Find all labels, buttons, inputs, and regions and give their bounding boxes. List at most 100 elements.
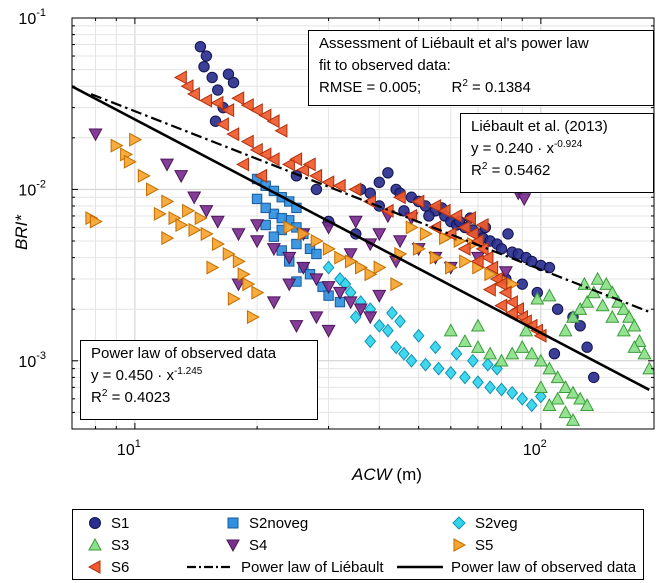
point-s2veg xyxy=(481,357,494,372)
point-s4 xyxy=(266,243,281,257)
point-s5 xyxy=(297,226,311,241)
series-s2veg xyxy=(322,260,547,413)
point-s6 xyxy=(504,295,518,310)
point-s4 xyxy=(309,273,324,287)
point-s3 xyxy=(519,323,534,337)
point-s4 xyxy=(266,296,281,310)
point-s6 xyxy=(215,117,229,132)
x-tick-label: 101 xyxy=(117,438,141,459)
point-s3 xyxy=(622,309,637,323)
x-axis-label-unit: (m) xyxy=(396,465,422,484)
point-s1 xyxy=(227,76,240,89)
point-s5 xyxy=(344,254,358,269)
point-s3 xyxy=(590,271,605,285)
point-s5 xyxy=(322,241,336,256)
observed-r2-exp: 2 xyxy=(101,388,108,399)
x-axis-label: ACW (m) xyxy=(352,465,422,485)
point-s6 xyxy=(240,134,254,149)
point-s3 xyxy=(558,380,573,394)
point-s3 xyxy=(470,318,485,332)
series-s3 xyxy=(443,271,654,426)
point-s5 xyxy=(419,226,433,241)
liebault-r2-value: = 0.5462 xyxy=(487,162,551,179)
legend-line-liebault xyxy=(187,565,233,569)
point-s2noveg xyxy=(260,202,271,214)
legend-label-observed-line: Power law of observed data xyxy=(451,558,637,576)
point-s2veg xyxy=(432,361,445,376)
point-s6 xyxy=(274,123,288,138)
point-s2veg xyxy=(534,389,547,404)
legend-line-observed xyxy=(397,565,443,569)
point-s6 xyxy=(462,211,476,226)
point-s5 xyxy=(459,254,473,269)
point-s3 xyxy=(632,334,647,347)
point-s5 xyxy=(373,260,387,275)
point-s5 xyxy=(222,246,236,262)
point-s3 xyxy=(533,380,548,394)
point-s5 xyxy=(188,222,202,237)
point-s4 xyxy=(231,228,246,242)
point-s2veg xyxy=(429,340,442,355)
point-s3 xyxy=(494,353,509,367)
liebault-eq-base: y = 0.240 · x xyxy=(471,140,554,157)
point-s6 xyxy=(475,217,489,233)
legend-marker-s6 xyxy=(87,560,101,574)
point-s1 xyxy=(543,261,556,274)
point-s4 xyxy=(289,320,304,334)
point-s3 xyxy=(605,309,620,323)
point-s4 xyxy=(517,193,532,207)
point-s4 xyxy=(88,128,103,142)
legend-marker-s1 xyxy=(89,517,101,529)
point-s6 xyxy=(240,98,254,113)
legend-marker-s2veg xyxy=(452,516,466,530)
point-s1 xyxy=(222,68,235,80)
point-s4 xyxy=(210,215,225,229)
observed-r2-value: = 0.4023 xyxy=(107,389,171,406)
point-s5 xyxy=(206,260,220,275)
point-s3 xyxy=(580,294,595,308)
point-s2noveg xyxy=(311,248,322,260)
legend-item-s4: S4 xyxy=(223,535,267,555)
x-tick-label: 102 xyxy=(523,438,547,459)
point-s6 xyxy=(180,79,194,94)
point-s5 xyxy=(334,250,348,265)
point-s3 xyxy=(483,346,498,360)
point-s2veg xyxy=(506,385,519,400)
legend-label-s6: S6 xyxy=(111,558,130,576)
point-s6 xyxy=(498,285,512,300)
point-s6 xyxy=(465,226,479,241)
point-s5 xyxy=(246,310,260,325)
point-s5 xyxy=(123,154,137,169)
point-s3 xyxy=(505,346,520,360)
point-s6 xyxy=(186,87,200,102)
point-s6 xyxy=(296,162,310,177)
point-s5 xyxy=(161,194,175,209)
point-s6 xyxy=(266,152,280,167)
point-s4 xyxy=(321,281,336,295)
point-s4 xyxy=(393,235,408,249)
legend-marker-s3 xyxy=(88,537,102,551)
point-s4 xyxy=(282,251,297,265)
point-s6 xyxy=(309,168,323,183)
point-s1 xyxy=(548,347,561,360)
point-s1 xyxy=(206,71,218,84)
assessment-r2-value: = 0.1384 xyxy=(467,79,531,96)
point-s5 xyxy=(182,203,196,218)
point-s1 xyxy=(373,176,385,189)
point-s3 xyxy=(550,391,565,405)
point-s1 xyxy=(194,41,207,53)
point-s2veg xyxy=(516,391,529,406)
point-s6 xyxy=(470,254,484,269)
point-s6 xyxy=(449,208,463,223)
point-s4 xyxy=(353,303,368,317)
point-s3 xyxy=(524,346,539,360)
point-s4 xyxy=(343,248,358,262)
point-s6 xyxy=(457,220,471,235)
point-s2noveg xyxy=(276,245,287,256)
point-s6 xyxy=(392,190,406,205)
point-s3 xyxy=(573,301,588,315)
liebault-r2-exp: 2 xyxy=(481,161,488,172)
assessment-line-1: Assessment of Liébault et al's power law xyxy=(319,35,589,52)
point-s3 xyxy=(580,398,595,411)
legend-item-liebault-line: Power law of Liébault xyxy=(185,557,384,577)
